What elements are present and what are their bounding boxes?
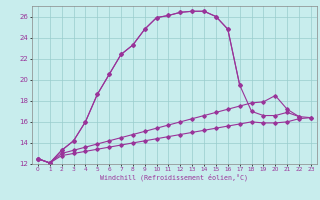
X-axis label: Windchill (Refroidissement éolien,°C): Windchill (Refroidissement éolien,°C)	[100, 174, 248, 181]
